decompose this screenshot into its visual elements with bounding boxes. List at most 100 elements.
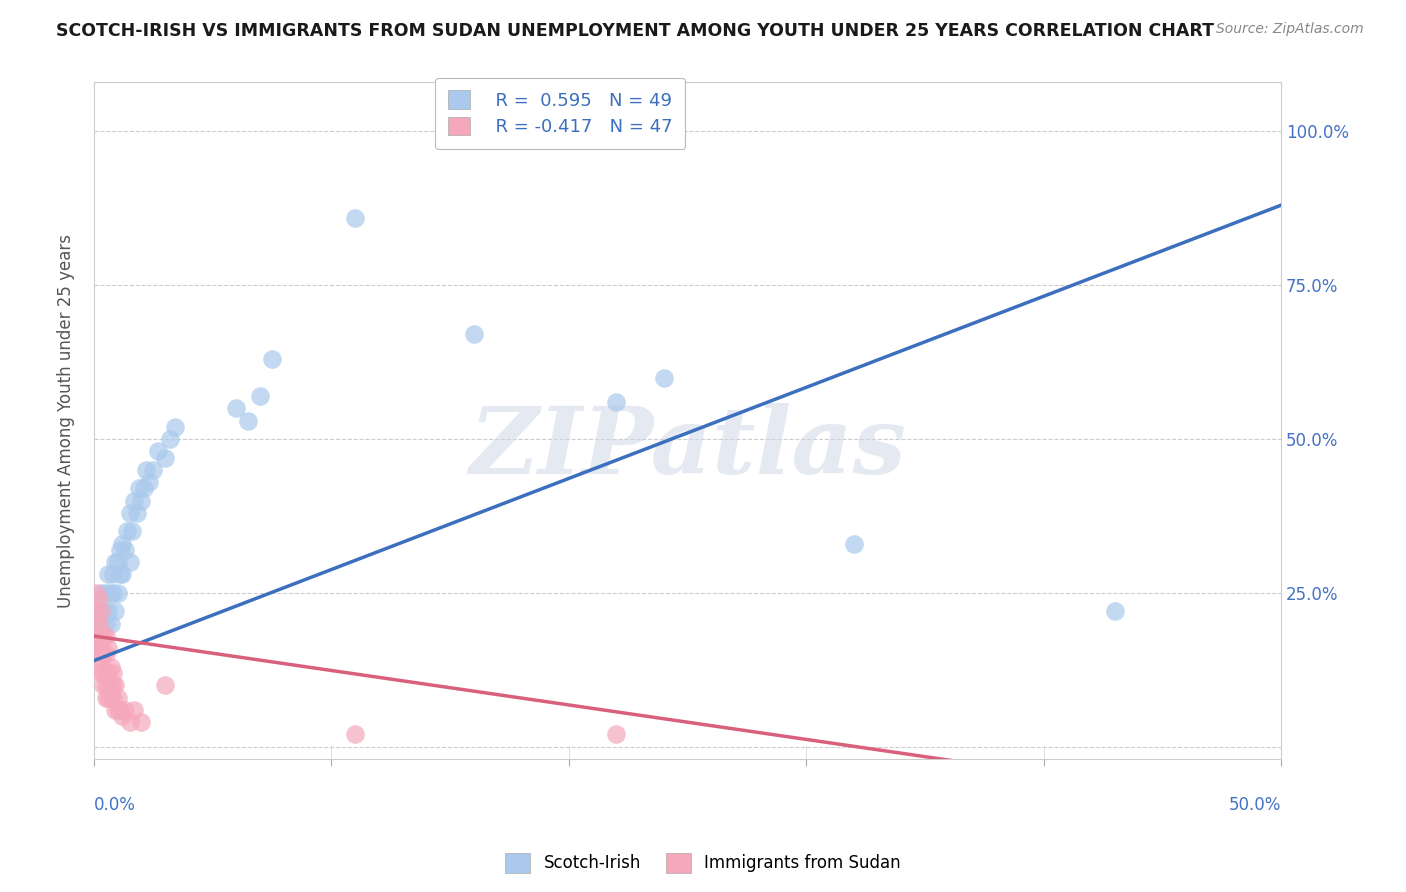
Point — [84, 586, 107, 600]
Point — [100, 660, 122, 674]
Point — [118, 555, 141, 569]
Point — [90, 641, 112, 656]
Point — [87, 616, 110, 631]
Point — [87, 592, 110, 607]
Point — [104, 703, 127, 717]
Point — [93, 629, 115, 643]
Point — [90, 604, 112, 618]
Text: 0.0%: 0.0% — [94, 796, 136, 814]
Point — [94, 629, 117, 643]
Point — [111, 709, 134, 723]
Point — [94, 690, 117, 705]
Point — [97, 567, 120, 582]
Point — [605, 727, 627, 741]
Point — [84, 629, 107, 643]
Point — [153, 678, 176, 692]
Y-axis label: Unemployment Among Youth under 25 years: Unemployment Among Youth under 25 years — [58, 234, 75, 607]
Point — [93, 665, 115, 680]
Point — [146, 444, 169, 458]
Point — [90, 654, 112, 668]
Point — [97, 690, 120, 705]
Point — [114, 542, 136, 557]
Point — [87, 604, 110, 618]
Point — [138, 475, 160, 490]
Point — [124, 493, 146, 508]
Point — [111, 537, 134, 551]
Point — [153, 450, 176, 465]
Point — [225, 401, 247, 416]
Point — [142, 463, 165, 477]
Point — [131, 715, 153, 730]
Point — [128, 481, 150, 495]
Point — [344, 211, 367, 225]
Text: ZIPatlas: ZIPatlas — [470, 402, 905, 492]
Point — [652, 370, 675, 384]
Point — [93, 648, 115, 662]
Point — [90, 586, 112, 600]
Text: SCOTCH-IRISH VS IMMIGRANTS FROM SUDAN UNEMPLOYMENT AMONG YOUTH UNDER 25 YEARS CO: SCOTCH-IRISH VS IMMIGRANTS FROM SUDAN UN… — [56, 22, 1215, 40]
Point — [90, 616, 112, 631]
Point — [132, 481, 155, 495]
Point — [163, 419, 186, 434]
Point — [101, 586, 124, 600]
Point — [90, 665, 112, 680]
Point — [101, 567, 124, 582]
Point — [97, 641, 120, 656]
Point — [124, 703, 146, 717]
Point — [115, 524, 138, 539]
Point — [97, 665, 120, 680]
Point — [344, 727, 367, 741]
Point — [94, 616, 117, 631]
Legend:   R =  0.595   N = 49,   R = -0.417   N = 47: R = 0.595 N = 49, R = -0.417 N = 47 — [436, 78, 685, 149]
Point — [93, 678, 115, 692]
Point — [87, 654, 110, 668]
Point — [97, 604, 120, 618]
Point — [84, 641, 107, 656]
Point — [842, 537, 865, 551]
Point — [118, 715, 141, 730]
Point — [108, 703, 131, 717]
Point — [94, 665, 117, 680]
Point — [107, 555, 129, 569]
Point — [100, 616, 122, 631]
Point — [104, 678, 127, 692]
Legend: Scotch-Irish, Immigrants from Sudan: Scotch-Irish, Immigrants from Sudan — [499, 847, 907, 880]
Point — [100, 690, 122, 705]
Point — [97, 678, 120, 692]
Point — [87, 641, 110, 656]
Point — [260, 352, 283, 367]
Point — [104, 604, 127, 618]
Point — [1104, 604, 1126, 618]
Point — [107, 690, 129, 705]
Point — [87, 629, 110, 643]
Point — [100, 678, 122, 692]
Point — [135, 463, 157, 477]
Point — [108, 542, 131, 557]
Point — [84, 629, 107, 643]
Point — [93, 604, 115, 618]
Point — [94, 648, 117, 662]
Point — [101, 665, 124, 680]
Point — [249, 389, 271, 403]
Point — [93, 629, 115, 643]
Point — [111, 567, 134, 582]
Point — [104, 555, 127, 569]
Point — [121, 524, 143, 539]
Point — [463, 327, 485, 342]
Point — [238, 414, 260, 428]
Point — [159, 432, 181, 446]
Point — [94, 678, 117, 692]
Point — [90, 629, 112, 643]
Point — [125, 506, 148, 520]
Point — [118, 506, 141, 520]
Point — [107, 586, 129, 600]
Point — [84, 616, 107, 631]
Text: 50.0%: 50.0% — [1229, 796, 1281, 814]
Point — [101, 678, 124, 692]
Point — [101, 690, 124, 705]
Point — [84, 604, 107, 618]
Point — [94, 586, 117, 600]
Point — [114, 703, 136, 717]
Point — [108, 567, 131, 582]
Point — [605, 395, 627, 409]
